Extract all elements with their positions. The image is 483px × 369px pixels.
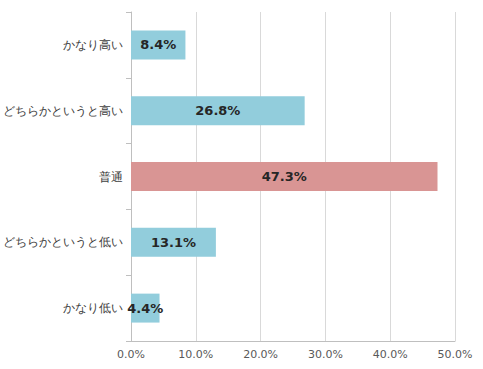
svg-text:どちらかというと低い: どちらかというと低い xyxy=(3,235,123,249)
svg-text:どちらかというと高い: どちらかというと高い xyxy=(3,104,123,118)
svg-text:かなり低い: かなり低い xyxy=(63,301,123,315)
svg-text:40.0%: 40.0% xyxy=(373,348,408,361)
svg-text:13.1%: 13.1% xyxy=(151,235,196,250)
svg-text:26.8%: 26.8% xyxy=(195,103,240,118)
svg-text:10.0%: 10.0% xyxy=(178,348,213,361)
svg-text:47.3%: 47.3% xyxy=(262,169,307,184)
svg-text:30.0%: 30.0% xyxy=(308,348,343,361)
svg-text:50.0%: 50.0% xyxy=(438,348,473,361)
svg-text:かなり高い: かなり高い xyxy=(63,38,123,52)
svg-text:普通: 普通 xyxy=(99,170,123,184)
svg-text:4.4%: 4.4% xyxy=(127,301,163,316)
svg-text:20.0%: 20.0% xyxy=(243,348,278,361)
svg-text:8.4%: 8.4% xyxy=(140,37,176,52)
svg-text:0.0%: 0.0% xyxy=(117,348,145,361)
